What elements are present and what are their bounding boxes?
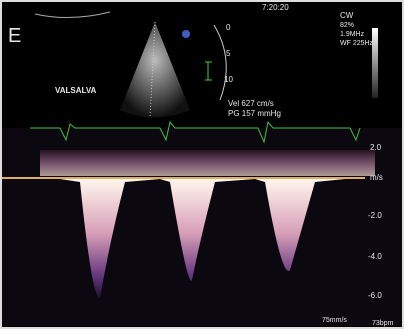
depth-label: 10: [224, 75, 233, 84]
velocity-label: 2.0: [370, 143, 382, 152]
sweep-speed: 75mm/s: [322, 317, 347, 324]
depth-label: 0: [226, 23, 231, 32]
velocity-label: -4.0: [368, 252, 382, 261]
setting: 82%: [340, 22, 354, 29]
heart-rate: 73bpm: [372, 320, 394, 327]
setting: CW: [340, 11, 354, 20]
velocity-label: m/s: [370, 173, 383, 182]
measurement: Vel 627 cm/s: [228, 99, 274, 108]
forward-flow: [40, 150, 375, 176]
ultrasound-screen: E 7:20:20 CW 82% 1.9MHz WF 225Hz VALSALV…: [0, 0, 404, 329]
gray-bar: [372, 28, 378, 98]
velocity-label: -6.0: [368, 291, 382, 300]
velocity-label: -2.0: [368, 211, 382, 220]
setting: WF 225Hz: [340, 40, 374, 47]
time: 7:20:20: [262, 3, 289, 12]
measurement: PG 157 mmHg: [228, 109, 281, 118]
depth-label: 5: [226, 49, 231, 58]
orientation-dot: [182, 30, 190, 38]
maneuver: VALSALVA: [55, 86, 97, 95]
panel-label: E: [8, 25, 21, 47]
setting: 1.9MHz: [340, 31, 365, 38]
